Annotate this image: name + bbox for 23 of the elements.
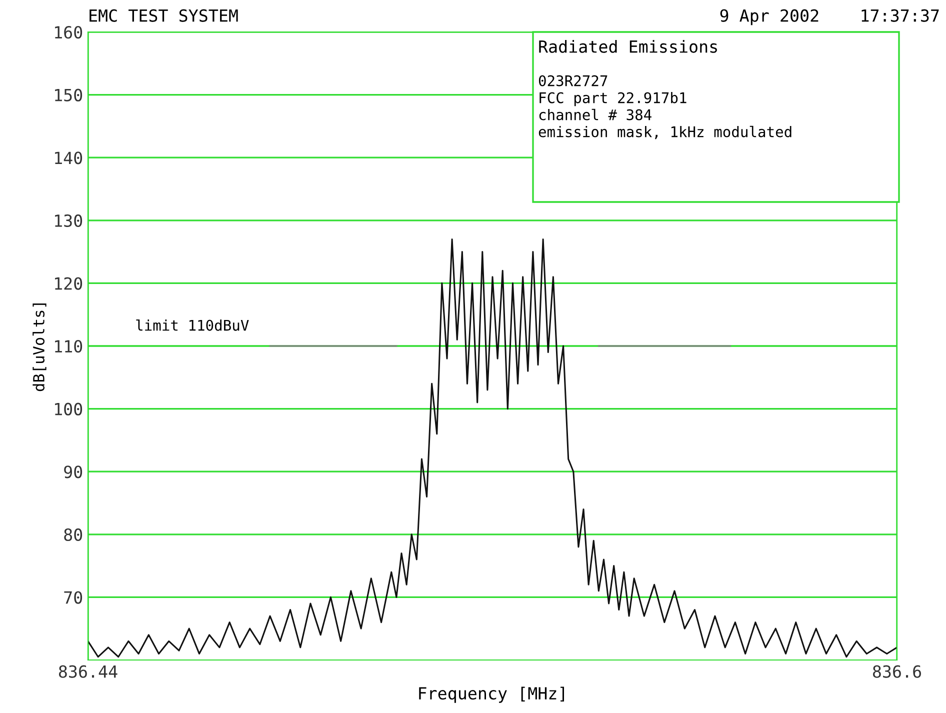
text: 9 Apr 2002 17:37:37 [720, 9, 939, 26]
text: EMC TEST SYSTEM [90, 9, 238, 22]
y-tick-label: 80 [64, 528, 82, 542]
y-tick-label: 100 [55, 402, 82, 416]
y-tick-label: 90 [64, 466, 82, 478]
annotation: FCC part 22.917b1 [540, 92, 686, 106]
y-tick-label: 110 [55, 340, 82, 353]
annotation: 023R2727 [538, 75, 608, 86]
annotation: channel # 384 [539, 108, 652, 120]
annotation: Radiated Emissions [539, 40, 717, 53]
x-tick-label: 836.6 [872, 665, 922, 678]
x-axis-title: Frequency [MHz] [419, 686, 564, 703]
annotation: emission mask, 1kHz modulated [538, 126, 792, 140]
y-tick-label: 120 [55, 277, 82, 290]
y-tick-label: 140 [55, 152, 82, 164]
y-tick-label: 70 [64, 591, 82, 604]
y-axis-title: dB[uVolts] [32, 303, 46, 392]
annotation: limit 110dBuV [136, 319, 249, 331]
y-tick-label: 150 [55, 88, 82, 102]
y-tick-label: 160 [55, 26, 82, 39]
y-tick-label: 130 [55, 214, 82, 228]
line-series [88, 238, 897, 658]
x-tick-label: 836.44 [58, 665, 118, 678]
